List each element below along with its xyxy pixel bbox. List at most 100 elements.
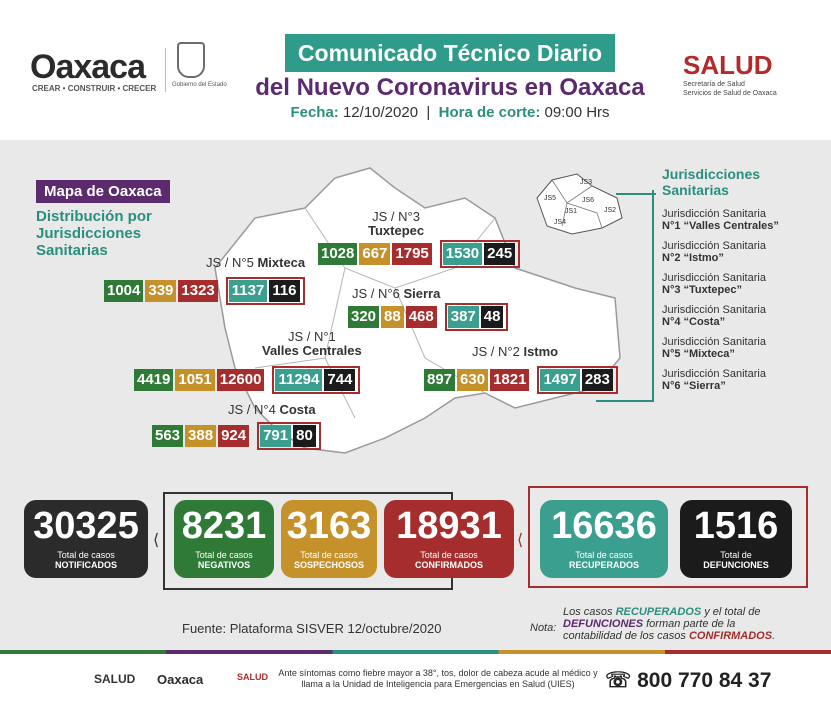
js1-row: 4419 1051 12600 11294 744 — [134, 366, 361, 394]
js6-title: JS / N°6 Sierra — [352, 286, 440, 301]
js3-title: JS / N°3 Tuxtepec — [368, 210, 424, 238]
mini-label-js3: JS3 — [580, 179, 592, 186]
total-defunciones: 1516 Total de DEFUNCIONES — [680, 500, 792, 578]
js1-recuperados: 11294 — [275, 369, 323, 391]
js5-confirmados: 1323 — [178, 280, 218, 302]
total-label2: DEFUNCIONES — [703, 560, 769, 570]
js2-confirmados: 1821 — [490, 369, 530, 391]
fecha-label: Fecha: — [290, 104, 339, 121]
js3-confirmados: 1795 — [392, 243, 432, 265]
color-stripe — [0, 650, 831, 654]
chevron-left-icon: ⟨ — [153, 532, 160, 549]
js2-row: 897 630 1821 1497 283 — [424, 366, 618, 394]
total-label1: Total de casos — [575, 550, 633, 560]
js3-sospechosos: 667 — [359, 243, 391, 265]
js3-row: 1028 667 1795 1530 245 — [318, 240, 521, 268]
oaxaca-logo: Oaxaca — [30, 48, 146, 86]
total-negativos-value: 8231 — [181, 505, 267, 547]
js2-prefix: JS / N°2 — [472, 344, 520, 359]
footer-salud-logo: SALUD — [94, 672, 136, 686]
mini-label-js4: JS4 — [554, 219, 566, 226]
total-negativos-label: Total de casos NEGATIVOS — [174, 550, 274, 570]
js4-confirmados: 924 — [218, 425, 250, 447]
mini-label-js6: JS6 — [582, 197, 594, 204]
mini-label-js2: JS2 — [604, 207, 616, 214]
legend-connector — [596, 400, 654, 402]
note-confirmados: CONFIRMADOS — [688, 630, 773, 642]
chevron-left-icon: ⟨ — [517, 532, 524, 549]
footer-oaxaca-logo: Oaxaca — [157, 672, 204, 687]
salud-subtitle: Secretaría de Salud Servicios de Salud d… — [683, 80, 777, 98]
legend-title-line: Sanitarias — [662, 182, 729, 198]
page-title: Comunicado Técnico Diario — [285, 34, 615, 72]
legend-item-line2: N°1 “Valles Centrales” — [662, 220, 779, 232]
crest-caption: Gobierno del Estado — [172, 82, 227, 88]
legend-item-js4: Jurisdicción Sanitaria N°4 “Costa” — [662, 304, 766, 328]
js2-outcomes-group: 1497 283 — [537, 366, 618, 394]
js4-row: 563 388 924 791 80 — [152, 422, 321, 450]
report-date-line: Fecha: 12/10/2020 | Hora de corte: 09:00… — [250, 104, 650, 121]
page-subtitle: del Nuevo Coronavirus en Oaxaca — [255, 74, 645, 101]
js5-name: Mixteca — [257, 255, 306, 270]
legend-item-line1: Jurisdicción Sanitaria — [662, 208, 766, 220]
legend-item-js1: Jurisdicción Sanitaria N°1 “Valles Centra… — [662, 208, 779, 232]
total-label1: Total de casos — [195, 550, 253, 560]
total-confirmados-value: 18931 — [396, 505, 502, 547]
js5-sospechosos: 339 — [145, 280, 177, 302]
mini-label-js5: JS5 — [544, 195, 556, 202]
legend-item-line2: N°6 “Sierra” — [662, 380, 726, 392]
note-defunciones: DEFUNCIONES — [563, 618, 644, 630]
map-label: Mapa de Oaxaca — [36, 180, 170, 203]
total-label1: Total de casos — [300, 550, 358, 560]
total-label1: Total de — [720, 550, 752, 560]
total-label2: CONFIRMADOS — [415, 560, 483, 570]
legend-item-js2: Jurisdicción Sanitaria N°2 “Istmo” — [662, 240, 766, 264]
total-recuperados-value: 16636 — [551, 505, 657, 547]
note-part: Los casos — [563, 606, 616, 618]
state-crest-icon — [177, 42, 205, 78]
js4-defunciones: 80 — [293, 425, 316, 447]
js3-negativos: 1028 — [318, 243, 358, 265]
js6-sospechosos: 88 — [381, 306, 404, 328]
salud-sub-line2: Servicios de Salud de Oaxaca — [683, 90, 777, 97]
js4-name: Costa — [279, 402, 316, 417]
outcomes-bracket — [528, 486, 808, 588]
js1-outcomes-group: 11294 744 — [272, 366, 361, 394]
legend-item-line1: Jurisdicción Sanitaria — [662, 368, 766, 380]
js5-title: JS / N°5 Mixteca — [206, 255, 305, 270]
legend-item-line2: N°3 “Tuxtepec” — [662, 284, 742, 296]
js2-name: Istmo — [523, 344, 559, 359]
total-sospechosos-value: 3163 — [286, 505, 372, 547]
js2-defunciones: 283 — [581, 369, 613, 391]
legend-item-line2: N°5 “Mixteca” — [662, 348, 735, 360]
legend-title-line: Jurisdicciones — [662, 166, 761, 182]
js5-negativos: 1004 — [104, 280, 144, 302]
js3-outcomes-group: 1530 245 — [439, 240, 521, 268]
js3-prefix: JS / N°3 — [372, 209, 420, 224]
js6-name: Sierra — [403, 286, 441, 301]
js4-negativos: 563 — [152, 425, 184, 447]
js6-row: 320 88 468 387 48 — [348, 303, 509, 331]
js4-title: JS / N°4 Costa — [228, 402, 316, 417]
salud-sub-line1: Secretaría de Salud — [683, 81, 745, 88]
js6-outcomes-group: 387 48 — [444, 303, 509, 331]
legend-item-line2: N°2 “Istmo” — [662, 252, 724, 264]
oaxaca-tagline: CREAR • CONSTRUIR • CRECER — [32, 84, 157, 93]
total-confirmados-label: Total de casos CONFIRMADOS — [384, 550, 514, 570]
js3-name: Tuxtepec — [368, 223, 425, 238]
js5-prefix: JS / N°5 — [206, 255, 254, 270]
total-label1: Total de casos — [57, 550, 115, 560]
phone-number: 800 770 84 37 — [637, 669, 772, 692]
js1-name: Valles Centrales — [262, 343, 362, 358]
js3-recuperados: 1530 — [442, 243, 483, 265]
total-label2: SOSPECHOSOS — [293, 560, 365, 570]
legend-item-line1: Jurisdicción Sanitaria — [662, 240, 766, 252]
total-defunciones-label: Total de DEFUNCIONES — [680, 550, 792, 570]
js6-prefix: JS / N°6 — [352, 286, 400, 301]
js4-outcomes-group: 791 80 — [257, 422, 321, 450]
legend-item-line1: Jurisdicción Sanitaria — [662, 336, 766, 348]
map-subtitle-line: Sanitarias — [36, 242, 108, 259]
total-label2: NOTIFICADOS — [55, 560, 117, 570]
js2-recuperados: 1497 — [540, 369, 580, 391]
footer — [0, 654, 831, 702]
